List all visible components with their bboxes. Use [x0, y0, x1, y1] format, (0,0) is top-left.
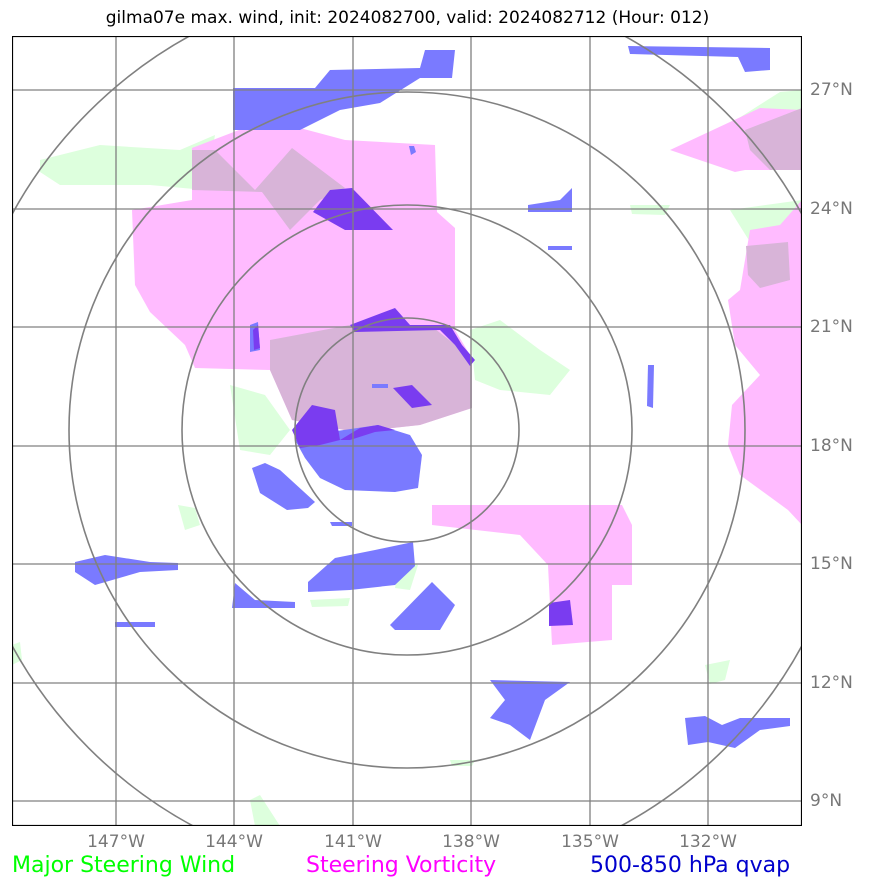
legend-qvap: 500-850 hPa qvap [590, 853, 791, 878]
wind-region [705, 660, 730, 684]
qvap-region [232, 583, 295, 608]
overlap-dark-region [393, 385, 432, 408]
overlap-region [746, 242, 790, 288]
qvap-region [308, 542, 415, 592]
overlap-dark-region [350, 308, 475, 366]
qvap-region [372, 384, 388, 388]
range-rings [12, 36, 802, 826]
lon-tick-label: 141°W [324, 832, 382, 852]
lon-tick-label: 132°W [679, 832, 737, 852]
qvap-region [490, 680, 570, 740]
qvap-region [409, 146, 416, 155]
overlap-dark-region [340, 425, 395, 440]
lat-tick-label: 27°N [810, 80, 853, 100]
qvap-region [685, 716, 790, 748]
wind-region [178, 505, 200, 530]
lat-tick-label: 12°N [810, 673, 853, 693]
qvap-region [528, 188, 572, 212]
lon-tick-label: 147°W [87, 832, 145, 852]
map-border [12, 36, 802, 826]
lon-tick-label: 138°W [442, 832, 500, 852]
lat-tick-label: 21°N [810, 317, 853, 337]
wind-region [230, 385, 290, 455]
lat-tick-label: 24°N [810, 199, 853, 219]
wind-region [40, 135, 215, 190]
wind-region [470, 320, 570, 395]
lat-tick-label: 18°N [810, 436, 853, 456]
wind-region [250, 795, 280, 826]
map-title: gilma07e max. wind, init: 2024082700, va… [105, 8, 710, 28]
wind-region [310, 598, 350, 607]
lon-tick-label: 144°W [205, 832, 263, 852]
overlap-dark-region [292, 405, 340, 448]
qvap-region [115, 622, 155, 627]
overlap-region [270, 325, 472, 432]
wind-region [630, 205, 670, 215]
qvap-region [548, 246, 572, 250]
overlap-region [745, 108, 802, 170]
range-ring [294, 317, 520, 543]
lon-tick-label: 135°W [561, 832, 619, 852]
qvap-region [628, 46, 770, 72]
lat-lon-grid [12, 36, 802, 826]
qvap-region [75, 555, 178, 585]
steering-wind-regions [12, 90, 802, 826]
range-ring [68, 91, 746, 769]
overlap-dark-region [253, 325, 260, 350]
legend-steering-wind: Major Steering Wind [12, 853, 236, 878]
lat-tick-label: 15°N [810, 554, 853, 574]
vorticity-region [670, 108, 802, 525]
overlap-dark-region [549, 600, 573, 626]
lat-tick-label: 9°N [810, 791, 843, 811]
map-panel [12, 36, 802, 826]
vorticity-region [432, 505, 632, 645]
qvap-region [390, 582, 455, 630]
legend-steering-vorticity: Steering Vorticity [306, 853, 497, 878]
overlap-region [796, 160, 802, 170]
qvap-region [252, 463, 315, 510]
range-ring [181, 204, 633, 656]
qvap-region [647, 365, 654, 408]
